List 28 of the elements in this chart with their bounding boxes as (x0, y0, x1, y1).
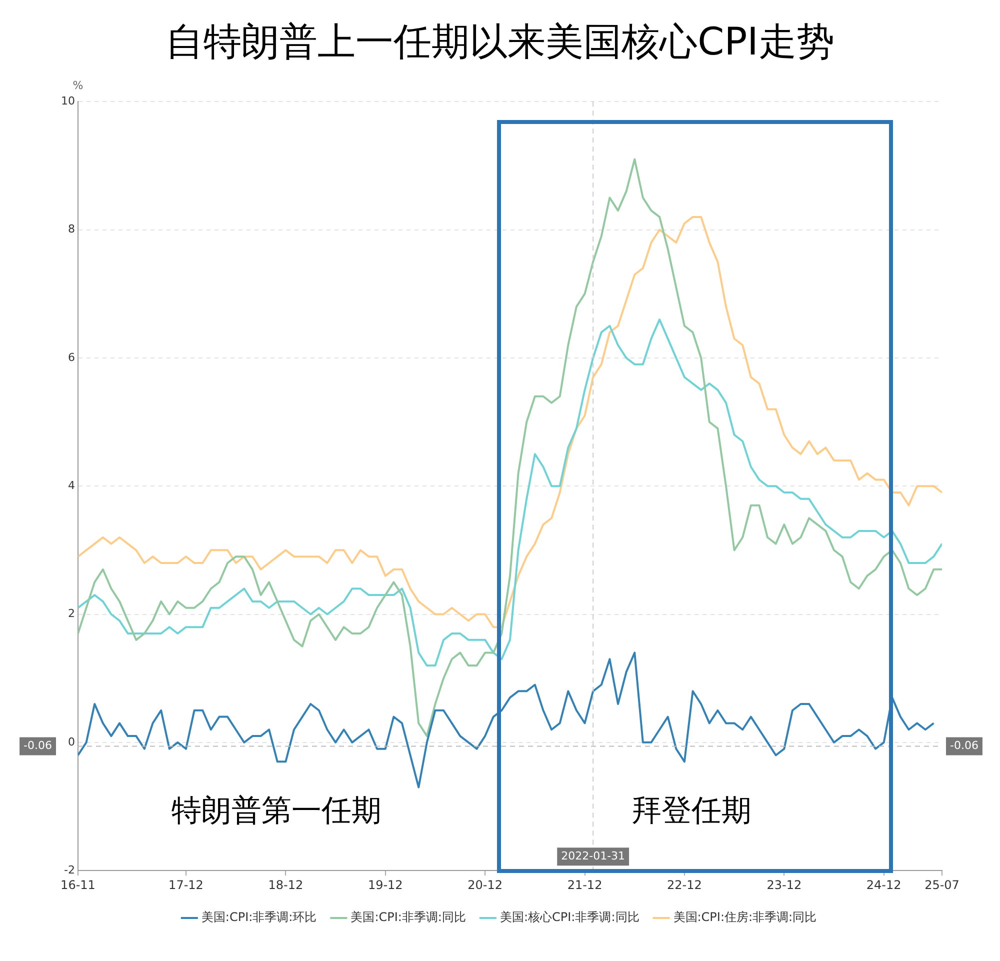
x-tick-label: 18-12 (268, 878, 304, 892)
x-tick-label: 24-12 (866, 878, 902, 892)
x-tick-label: 17-12 (168, 878, 204, 892)
y-tick-label: 8 (68, 222, 75, 236)
legend-label: 美国:CPI:非季调:环比 (201, 910, 317, 924)
x-tick-label: 25-07 (924, 878, 960, 892)
x-tick-label: 21-12 (567, 878, 602, 892)
legend-label: 美国:核心CPI:非季调:同比 (500, 910, 640, 924)
text: -0.06 (24, 739, 52, 752)
x-tick-label: 19-12 (368, 878, 403, 892)
y-tick-label: 2 (68, 607, 75, 620)
x-tick-label: 23-12 (766, 878, 802, 892)
y-tick-label: 4 (68, 478, 75, 492)
x-tick-label: 22-12 (667, 878, 702, 892)
ref-line-label: -0.06 (950, 739, 978, 752)
annotation: 拜登任期 (631, 794, 752, 829)
y-tick-label: 10 (60, 94, 75, 108)
x-tick-label: 20-12 (468, 878, 503, 892)
ref-line-label: 2022-01-31 (561, 849, 626, 862)
y-tick-label: 0 (68, 735, 75, 748)
legend-label: 美国:CPI:非季调:同比 (350, 910, 466, 924)
x-tick-label: 16-11 (60, 878, 96, 892)
y-axis-title: % (72, 78, 84, 92)
annotation: 特朗普第一任期 (172, 794, 382, 829)
y-tick-label: 6 (68, 350, 75, 364)
legend-label: 美国:CPI:住房:非季调:同比 (673, 910, 817, 924)
chart-title: 自特朗普上一任期以来美国核心CPI走势 (166, 20, 834, 64)
y-tick-label: -2 (64, 863, 75, 876)
